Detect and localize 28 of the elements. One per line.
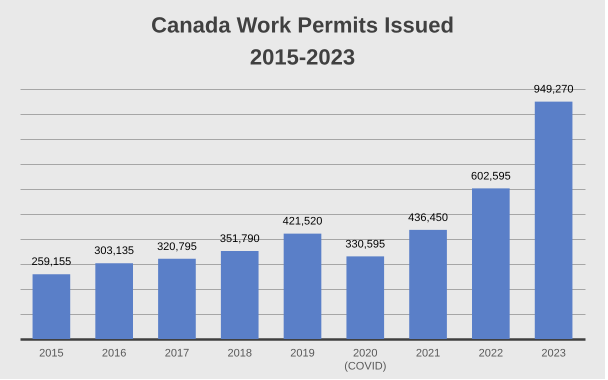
data-label: 330,595 [345,238,386,250]
bar [220,251,259,339]
x-tick-label: 2021 [416,348,440,360]
chart-title: Canada Work Permits Issued 2015-2023 [151,12,454,70]
bar [346,256,384,339]
bar [284,234,322,339]
x-tick-label: 2023 [541,348,566,360]
x-tick-label: 2022 [478,348,504,360]
data-label: 259,155 [32,256,72,268]
data-label: 436,450 [408,212,448,224]
x-tick-label: 2018 [227,348,252,360]
bar [409,230,447,339]
x-tick-label: 2020 (COVID) [344,348,386,372]
bar [95,263,133,339]
data-label: 949,270 [534,84,574,96]
x-tick-label: 2016 [102,348,126,360]
bar [158,258,196,339]
x-tick-label: 2017 [164,348,190,360]
bar [32,274,70,339]
data-label: 303,135 [94,245,134,258]
x-tick-label: 2015 [39,348,64,360]
bar [472,188,510,339]
x-tick-label: 2019 [290,348,315,360]
bar [534,102,572,339]
data-label: 320,795 [157,240,197,253]
data-label: 602,595 [470,170,511,182]
data-label: 351,790 [220,233,260,246]
data-label: 421,520 [282,216,322,228]
